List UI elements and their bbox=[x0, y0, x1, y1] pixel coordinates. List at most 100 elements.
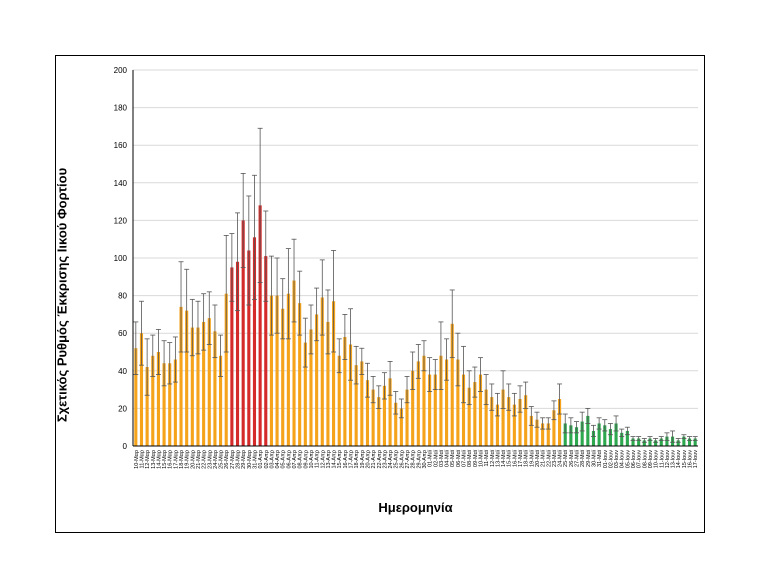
x-tick-label: 18-Απρ bbox=[354, 450, 360, 469]
bar bbox=[230, 267, 234, 446]
x-tick-label: 04-Ιουν bbox=[620, 450, 626, 469]
bar bbox=[275, 295, 279, 446]
x-axis-title: Ημερομηνία bbox=[378, 500, 453, 515]
bar bbox=[603, 425, 607, 446]
bar bbox=[219, 355, 223, 446]
x-tick-label: 28-Μαρ bbox=[236, 450, 242, 469]
x-tick-label: 28-Απρ bbox=[411, 450, 417, 469]
x-tick-label: 15-Μαρ bbox=[162, 450, 168, 469]
bar bbox=[196, 327, 200, 446]
x-tick-label: 17-Μαρ bbox=[173, 450, 179, 469]
bar bbox=[450, 323, 454, 446]
bar bbox=[648, 438, 652, 446]
x-tick-label: 16-Ιουν bbox=[688, 450, 694, 469]
x-tick-label: 26-Απρ bbox=[399, 450, 405, 469]
y-tick-label: 20 bbox=[118, 404, 127, 413]
x-tick-label: 17-Απρ bbox=[349, 450, 355, 469]
bar bbox=[264, 256, 268, 446]
bar bbox=[631, 438, 635, 446]
bar bbox=[693, 438, 697, 446]
x-tick-label: 01-Ιουν bbox=[603, 450, 609, 469]
bar bbox=[309, 329, 313, 446]
x-tick-label: 18-Μαρ bbox=[179, 450, 185, 469]
bar bbox=[665, 436, 669, 446]
x-tick-label: 23-Απρ bbox=[382, 450, 388, 469]
bar bbox=[405, 389, 409, 446]
x-tick-label: 24-Μαρ bbox=[213, 450, 219, 469]
bar bbox=[224, 293, 228, 446]
bar bbox=[512, 404, 516, 446]
x-tick-label: 24-Απρ bbox=[388, 450, 394, 469]
x-tick-label: 19-Μαϊ bbox=[529, 449, 535, 467]
y-tick-label: 160 bbox=[114, 141, 128, 150]
x-tick-label: 18-Μαϊ bbox=[524, 449, 530, 467]
x-tick-label: 17-Ιουν bbox=[693, 450, 699, 469]
bar bbox=[354, 365, 358, 446]
bar bbox=[416, 361, 420, 446]
bar bbox=[252, 237, 257, 446]
x-tick-label: 21-Απρ bbox=[371, 450, 377, 469]
bar bbox=[574, 427, 579, 446]
x-tick-label: 23-Μαϊ bbox=[552, 449, 558, 467]
bar bbox=[422, 355, 426, 446]
x-tick-label: 01-Απρ bbox=[258, 450, 264, 469]
bar bbox=[179, 306, 183, 446]
bar bbox=[456, 359, 460, 446]
x-tick-label: 13-Ιουν bbox=[671, 450, 677, 469]
x-tick-label: 09-Μαϊ bbox=[473, 449, 479, 467]
bar bbox=[360, 361, 364, 446]
x-tick-label: 13-Μαϊ bbox=[495, 449, 501, 467]
bar bbox=[286, 293, 290, 446]
bar bbox=[529, 415, 533, 446]
y-axis-title: Σχετικός Ρυθμός Έκκρισης Ιικού Φορτίου bbox=[54, 167, 70, 423]
x-tick-label: 05-Μαϊ bbox=[450, 449, 456, 467]
x-tick-label: 10-Μαρ bbox=[134, 450, 140, 469]
x-tick-label: 05-Απρ bbox=[281, 450, 287, 469]
bar bbox=[535, 419, 539, 446]
x-tick-label: 10-Μαϊ bbox=[478, 449, 484, 467]
bar bbox=[292, 280, 296, 446]
bar bbox=[377, 397, 381, 446]
x-tick-label: 16-Μαϊ bbox=[512, 449, 518, 467]
bar bbox=[315, 314, 319, 446]
x-tick-label: 14-Απρ bbox=[332, 450, 338, 469]
x-tick-label: 02-Μαϊ bbox=[433, 449, 439, 467]
x-tick-label: 14-Μαρ bbox=[156, 450, 162, 469]
bar bbox=[676, 440, 680, 446]
bar bbox=[659, 438, 663, 446]
x-tick-label: 03-Μαϊ bbox=[439, 449, 445, 467]
x-tick-label: 27-Απρ bbox=[405, 450, 411, 469]
bar bbox=[490, 397, 494, 446]
y-tick-label: 0 bbox=[123, 442, 128, 451]
x-tick-label: 24-Μαϊ bbox=[558, 449, 564, 467]
x-tick-label: 13-Μαρ bbox=[151, 450, 157, 469]
bar bbox=[298, 303, 302, 446]
bar bbox=[625, 430, 629, 446]
x-tick-label: 02-Απρ bbox=[264, 450, 270, 469]
x-tick-label: 06-Μαϊ bbox=[456, 449, 462, 467]
x-tick-label: 20-Μαϊ bbox=[535, 449, 541, 467]
x-tick-label: 29-Απρ bbox=[416, 450, 422, 469]
x-tick-label: 11-Ιουν bbox=[659, 450, 665, 468]
x-tick-label: 08-Μαϊ bbox=[467, 449, 473, 467]
x-tick-label: 07-Απρ bbox=[292, 450, 298, 469]
x-tick-label: 08-Απρ bbox=[298, 450, 304, 469]
bar bbox=[467, 387, 471, 446]
y-tick-label: 120 bbox=[114, 216, 128, 225]
x-tick-label: 21-Μαρ bbox=[196, 450, 202, 469]
x-tick-label: 22-Μαϊ bbox=[546, 449, 552, 467]
y-tick-label: 60 bbox=[118, 329, 127, 338]
bar bbox=[445, 359, 449, 446]
x-tick-label: 09-Απρ bbox=[303, 450, 309, 469]
x-tick-label: 15-Μαϊ bbox=[507, 449, 513, 467]
bar bbox=[687, 438, 692, 446]
bar bbox=[411, 370, 415, 446]
x-tick-label: 27-Μαϊ bbox=[575, 449, 581, 467]
x-tick-label: 01-Μαϊ bbox=[428, 449, 434, 467]
x-tick-label: 15-Ιουν bbox=[682, 450, 688, 469]
x-tick-label: 02-Ιουν bbox=[608, 450, 614, 469]
x-tick-label: 30-Μαρ bbox=[247, 450, 253, 469]
bar bbox=[241, 220, 245, 446]
bar bbox=[190, 327, 194, 446]
